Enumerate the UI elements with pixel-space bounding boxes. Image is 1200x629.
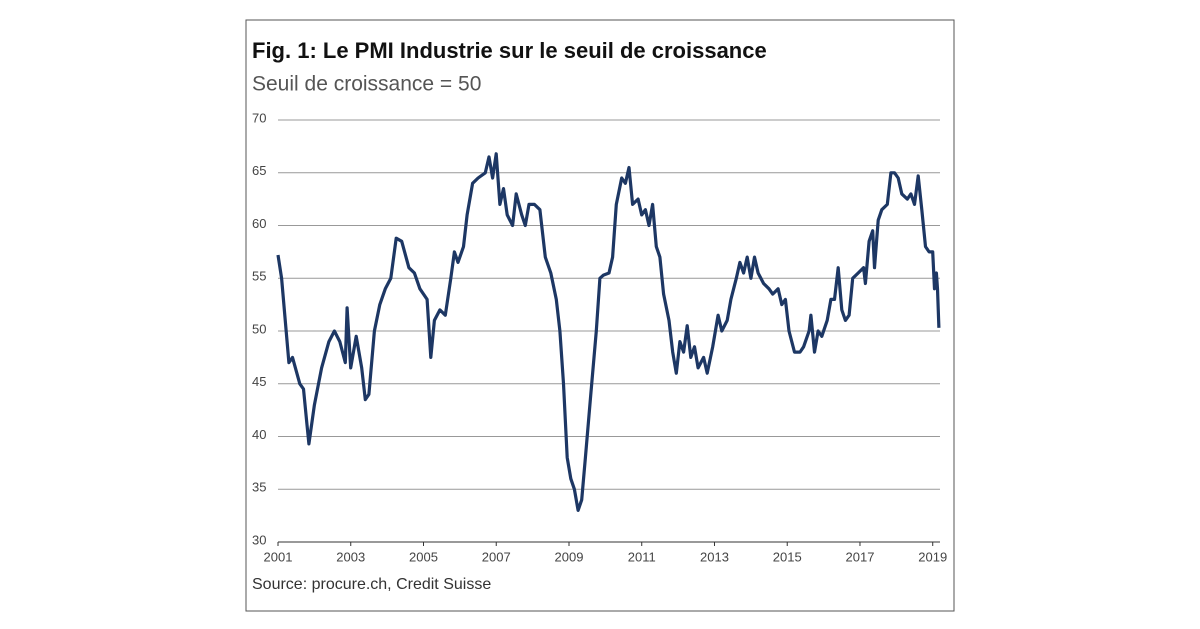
- y-tick-label: 45: [252, 374, 266, 389]
- y-tick-label: 40: [252, 427, 266, 442]
- x-tick-label: 2019: [918, 549, 947, 564]
- x-tick-label: 2011: [628, 549, 656, 564]
- x-tick-label: 2003: [336, 549, 365, 564]
- chart-title: Fig. 1: Le PMI Industrie sur le seuil de…: [252, 38, 767, 63]
- x-tick-label: 2001: [264, 549, 293, 564]
- source-note: Source: procure.ch, Credit Suisse: [252, 576, 491, 593]
- x-tick-label: 2015: [773, 549, 802, 564]
- y-tick-label: 55: [252, 269, 266, 284]
- y-tick-label: 50: [252, 321, 266, 336]
- chart-subtitle: Seuil de croissance = 50: [252, 73, 481, 96]
- data-line: [276, 152, 941, 512]
- y-tick-label: 30: [252, 532, 266, 547]
- y-tick-label: 65: [252, 163, 266, 178]
- y-tick-label: 70: [252, 110, 266, 125]
- y-tick-label: 35: [252, 480, 266, 495]
- y-tick-label: 60: [252, 216, 266, 231]
- x-tick-label: 2013: [700, 549, 729, 564]
- x-tick-label: 2007: [482, 549, 511, 564]
- x-tick-label: 2009: [555, 549, 584, 564]
- x-tick-label: 2017: [846, 549, 875, 564]
- x-tick-label: 2005: [409, 549, 438, 564]
- frame: [245, 19, 955, 612]
